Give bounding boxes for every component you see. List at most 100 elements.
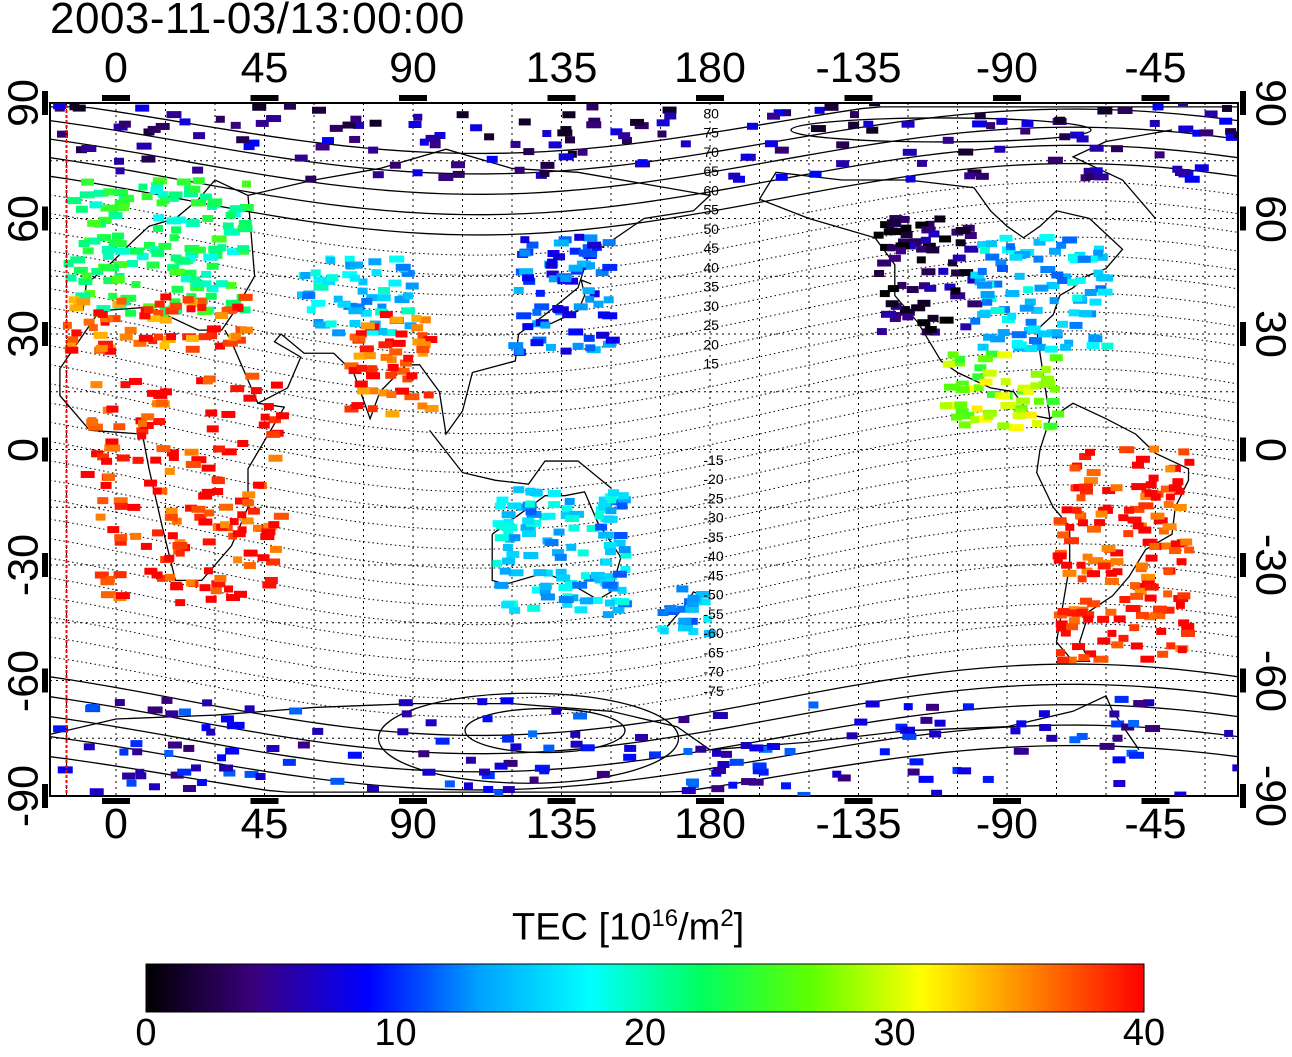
tec-cell <box>404 393 420 401</box>
tec-cell <box>1142 538 1154 546</box>
tec-cell <box>1016 408 1026 416</box>
left-tick-bar-1 <box>42 206 48 231</box>
tec-cell <box>579 597 593 605</box>
tec-cell <box>382 329 398 337</box>
tec-cell <box>1110 558 1124 566</box>
tec-cell <box>1021 119 1034 127</box>
tec-cell <box>558 153 574 161</box>
bottom-lon-tick-4: 180 <box>674 800 746 848</box>
tec-cell <box>1087 600 1101 608</box>
contour-line <box>790 117 1092 143</box>
tec-cell <box>1053 517 1067 525</box>
tec-cell <box>917 299 931 307</box>
tec-cell <box>208 198 223 206</box>
top-tick-bar-0 <box>102 95 130 101</box>
tec-cell <box>115 592 130 600</box>
tec-cell <box>96 305 111 313</box>
tec-cell <box>202 538 216 546</box>
tec-cell <box>1024 298 1036 306</box>
tec-cell <box>939 402 952 410</box>
tec-cell <box>985 240 997 248</box>
tec-cell <box>983 412 994 420</box>
tec-cell <box>1055 649 1065 657</box>
tec-cell <box>924 284 937 292</box>
tec-cell <box>503 518 514 526</box>
tec-cell <box>955 380 969 388</box>
tec-cell <box>1181 629 1196 637</box>
tec-cell <box>1113 615 1126 623</box>
tec-cell <box>1082 553 1093 561</box>
tec-cell <box>424 405 439 413</box>
tec-cell <box>1225 133 1238 141</box>
tec-cell <box>198 518 213 526</box>
tec-cell <box>964 172 976 180</box>
tec-cell <box>1061 561 1073 569</box>
tec-cell <box>874 270 885 278</box>
contour-line <box>50 181 1238 256</box>
tec-cell <box>931 789 943 796</box>
tec-cell <box>177 768 192 776</box>
tec-cell <box>221 307 236 315</box>
tec-cell <box>261 528 276 536</box>
tec-cell <box>604 573 617 581</box>
top-tick-bar-6 <box>993 95 1021 101</box>
tec-cell <box>408 121 422 129</box>
bottom-lon-tick-5: -135 <box>815 800 902 848</box>
tec-cell <box>749 744 764 752</box>
tec-cell <box>1111 641 1124 649</box>
tec-cell <box>114 699 125 707</box>
tec-cell <box>1061 506 1073 514</box>
tec-cell <box>181 269 197 277</box>
tec-cell <box>1160 485 1176 493</box>
tec-cell <box>1079 483 1094 491</box>
tec-cell <box>205 292 217 300</box>
tec-cell <box>545 261 558 269</box>
contour-line <box>50 425 1238 512</box>
tec-cell <box>1039 724 1052 732</box>
tec-cell <box>151 249 165 257</box>
tec-cell <box>1013 747 1029 755</box>
tec-cell <box>519 249 531 257</box>
tec-cell <box>233 556 243 564</box>
tec-cell <box>356 364 368 372</box>
tec-cell <box>100 204 115 212</box>
tec-cell <box>676 585 689 593</box>
tec-cell <box>425 719 437 727</box>
tec-cell <box>114 189 129 197</box>
tec-cell <box>107 526 120 534</box>
tec-cell <box>1000 401 1016 409</box>
contour-label: 30 <box>703 298 719 314</box>
tec-cell <box>539 767 550 775</box>
tec-cell <box>118 120 131 128</box>
contour-line <box>50 368 1238 454</box>
right-tick-bar-6 <box>1240 784 1246 808</box>
tec-cell <box>205 409 218 417</box>
tec-cell <box>1166 642 1176 650</box>
tec-cell <box>903 242 916 250</box>
tec-cell <box>1097 637 1111 645</box>
tec-cell <box>520 524 536 532</box>
tec-cell <box>132 456 144 464</box>
tec-cell <box>451 161 466 169</box>
tec-cell <box>942 136 954 144</box>
tec-cell <box>539 588 551 596</box>
tec-cell <box>523 277 536 285</box>
tec-cell <box>423 391 434 399</box>
tec-cell <box>369 119 382 127</box>
tec-cell <box>678 617 692 625</box>
tec-cell <box>1184 175 1200 183</box>
tec-cell <box>634 733 648 741</box>
tec-cell <box>578 249 591 257</box>
tec-cell <box>353 335 366 343</box>
tec-cell <box>1014 272 1025 280</box>
tec-cell <box>1056 656 1069 664</box>
tec-cell <box>166 333 177 341</box>
tec-cell <box>167 264 180 272</box>
tec-cell <box>662 106 677 114</box>
tec-cell <box>657 130 667 138</box>
tec-cell <box>955 386 970 394</box>
tec-cell <box>586 103 599 111</box>
tec-cell <box>120 381 131 389</box>
tec-cell <box>1148 474 1159 482</box>
contour-line <box>377 692 680 784</box>
